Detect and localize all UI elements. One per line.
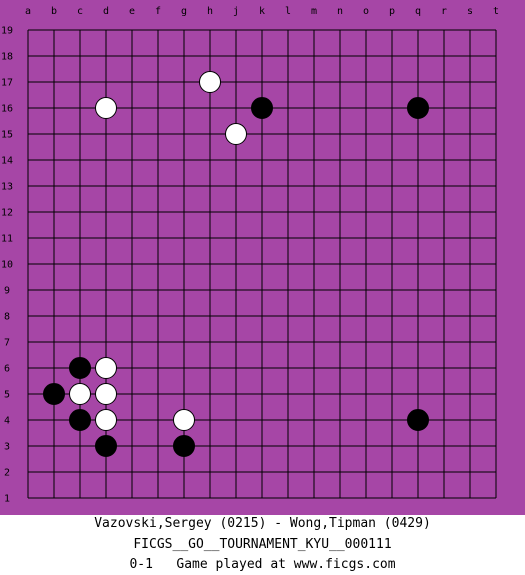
black-stone bbox=[43, 383, 65, 405]
row-label: 13 bbox=[1, 182, 13, 193]
column-label: a bbox=[25, 6, 31, 17]
row-label: 14 bbox=[1, 156, 13, 167]
result-caption: 0-1 Game played at www.ficgs.com bbox=[129, 557, 396, 572]
column-label: h bbox=[207, 6, 213, 17]
row-labels: 19 18 17 16 15 14 13 12 11 10 9 8 7 6 5 4 3 2 1 bbox=[1, 26, 13, 505]
row-label: 15 bbox=[1, 130, 13, 141]
white-stone bbox=[95, 409, 117, 431]
row-label: 8 bbox=[4, 312, 10, 323]
column-label: r bbox=[441, 6, 447, 17]
row-label: 1 bbox=[4, 494, 10, 505]
column-label: m bbox=[311, 6, 317, 17]
row-label: 17 bbox=[1, 78, 13, 89]
black-stone bbox=[173, 435, 195, 457]
white-stone bbox=[173, 409, 195, 431]
column-label: t bbox=[493, 6, 499, 17]
white-stone bbox=[225, 123, 247, 145]
row-label: 12 bbox=[1, 208, 13, 219]
row-label: 19 bbox=[1, 26, 13, 37]
white-stone bbox=[95, 383, 117, 405]
row-label: 2 bbox=[4, 468, 10, 479]
black-stone bbox=[69, 357, 91, 379]
row-label: 4 bbox=[4, 416, 10, 427]
column-label: j bbox=[233, 6, 239, 17]
board-grid bbox=[27, 29, 497, 499]
stones-layer bbox=[43, 71, 429, 457]
row-label: 5 bbox=[4, 390, 10, 401]
column-label: d bbox=[103, 6, 109, 17]
white-stone bbox=[199, 71, 221, 93]
row-label: 11 bbox=[1, 234, 13, 245]
black-stone bbox=[251, 97, 273, 119]
players-caption: Vazovski,Sergey (0215) - Wong,Tipman (04… bbox=[94, 516, 431, 531]
white-stone bbox=[95, 97, 117, 119]
column-label: c bbox=[77, 6, 83, 17]
black-stone bbox=[95, 435, 117, 457]
column-label: n bbox=[337, 6, 343, 17]
black-stone bbox=[407, 409, 429, 431]
column-label: s bbox=[467, 6, 473, 17]
column-label: k bbox=[259, 6, 265, 17]
event-caption: FICGS__GO__TOURNAMENT_KYU__000111 bbox=[133, 537, 392, 552]
column-label: f bbox=[155, 6, 161, 17]
row-label: 10 bbox=[1, 260, 13, 271]
row-label: 9 bbox=[4, 286, 10, 297]
column-label: q bbox=[415, 6, 421, 17]
white-stone bbox=[69, 383, 91, 405]
column-label: l bbox=[285, 6, 291, 17]
white-stone bbox=[95, 357, 117, 379]
row-label: 16 bbox=[1, 104, 13, 115]
column-label: o bbox=[363, 6, 369, 17]
column-label: p bbox=[389, 6, 395, 17]
black-stone bbox=[69, 409, 91, 431]
column-label: b bbox=[51, 6, 57, 17]
column-label: e bbox=[129, 6, 135, 17]
row-label: 3 bbox=[4, 442, 10, 453]
row-label: 7 bbox=[4, 338, 10, 349]
row-label: 18 bbox=[1, 52, 13, 63]
row-label: 6 bbox=[4, 364, 10, 375]
column-label: g bbox=[181, 6, 187, 17]
black-stone bbox=[407, 97, 429, 119]
